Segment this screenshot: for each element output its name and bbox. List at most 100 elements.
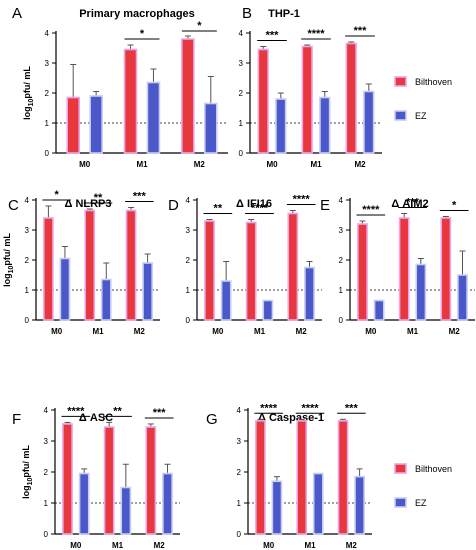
legend-swatch-bilthoven	[394, 76, 407, 87]
bar-ez	[204, 102, 218, 154]
y-tick-label: 2	[339, 256, 344, 265]
bar-ez	[220, 280, 232, 321]
significance-label: ***	[354, 25, 368, 37]
category-label: M1	[407, 327, 419, 336]
bar-bilthoven	[398, 217, 410, 321]
bar-bilthoven	[440, 217, 452, 321]
panel-g: G Δ Caspase-1 0 1 2 3 4 M0 **** M1 **** M2 ***	[206, 402, 372, 550]
significance-label: ****	[307, 28, 325, 40]
y-axis-label-main: log	[22, 106, 32, 120]
panel-label: C	[8, 197, 19, 214]
y-tick-label: 3	[237, 437, 242, 446]
bar-bilthoven	[255, 420, 266, 535]
panel-label: D	[168, 197, 179, 214]
bar-bilthoven	[84, 209, 96, 321]
category-label: M2	[296, 327, 308, 336]
bar-ez	[59, 257, 71, 321]
category-label: M1	[310, 160, 322, 169]
bar-ez	[457, 274, 468, 321]
panel-label: B	[242, 5, 252, 22]
bar-ez	[354, 475, 365, 535]
legend-label: Bilthoven	[415, 464, 452, 474]
bar-bilthoven	[66, 96, 80, 154]
y-tick-label: 0	[44, 530, 49, 539]
category-label: M0	[212, 327, 224, 336]
bar-bilthoven	[43, 217, 54, 321]
y-axis-label-main: log	[21, 485, 31, 499]
panel-title: Δ NLRP3	[64, 198, 111, 210]
y-tick-label: 0	[239, 149, 244, 158]
significance-label: **	[94, 192, 103, 204]
panel-title: THP-1	[268, 8, 300, 20]
bar-bilthoven	[357, 223, 368, 321]
bar-bilthoven	[123, 48, 138, 154]
significance-label: ****	[293, 194, 311, 206]
y-tick-label: 4	[237, 406, 242, 415]
bar-ez	[304, 266, 315, 321]
y-tick-label: 2	[25, 256, 30, 265]
panel-title: Δ Caspase-1	[258, 412, 324, 424]
bar-bilthoven	[345, 42, 357, 154]
category-label: M1	[92, 327, 104, 336]
y-tick-label: 2	[186, 256, 191, 265]
bar-ez	[415, 263, 427, 321]
y-tick-label: 4	[44, 406, 49, 415]
significance-label: *	[55, 189, 60, 201]
bar-ez	[271, 480, 283, 535]
significance-label: ***	[266, 30, 280, 42]
panel-f: F Δ ASC 0 1 2 3 4 M0 **** M1 ** M2 *** log10pfu/ mL	[12, 405, 180, 550]
y-tick-label: 2	[239, 89, 244, 98]
significance-label: ***	[406, 197, 420, 209]
bar-ez	[319, 96, 331, 154]
panel-title: Primary macrophages	[79, 8, 195, 20]
category-label: M1	[112, 541, 124, 550]
legend-label: EZ	[415, 498, 427, 508]
panel-label: E	[320, 197, 330, 214]
bar-bilthoven	[103, 426, 115, 535]
panel-b: B THP-1 0 1 2 3 4 M0 *** M1 **** M2 ***	[239, 5, 382, 169]
y-tick-label: 3	[339, 226, 344, 235]
significance-label: **	[113, 405, 122, 417]
bar-ez	[120, 486, 132, 535]
bar-bilthoven	[62, 423, 73, 535]
significance-label: ***	[133, 191, 147, 203]
y-tick-label: 0	[25, 316, 30, 325]
bar-ez	[373, 299, 385, 321]
bar-ez	[262, 299, 274, 321]
bar-bilthoven	[337, 420, 349, 535]
significance-label: *	[197, 20, 202, 32]
significance-label: ****	[362, 204, 380, 216]
y-tick-label: 1	[186, 286, 191, 295]
bar-ez	[89, 95, 103, 154]
bar-bilthoven	[301, 45, 313, 154]
y-tick-label: 1	[239, 119, 244, 128]
significance-label: ****	[67, 405, 85, 417]
y-axis-label-rest: pfu/ mL	[2, 233, 12, 266]
bar-ez	[100, 278, 112, 321]
panel-label: G	[206, 411, 218, 428]
category-label: M1	[254, 327, 266, 336]
category-label: M0	[79, 160, 91, 169]
y-axis-label-subscript: 10	[27, 478, 34, 486]
y-tick-label: 2	[45, 89, 50, 98]
y-tick-label: 1	[44, 499, 49, 508]
bar-bilthoven	[125, 209, 137, 321]
legend: Bilthoven EZ	[394, 76, 452, 121]
category-label: M2	[449, 327, 461, 336]
bar-ez	[146, 81, 161, 154]
y-tick-label: 0	[186, 316, 191, 325]
category-label: M2	[354, 160, 366, 169]
legend-swatch-bilthoven	[394, 463, 407, 474]
y-axis-label-rest: pfu/ mL	[22, 66, 32, 99]
y-tick-label: 1	[339, 286, 344, 295]
significance-label: *	[452, 200, 457, 212]
significance-label: ***	[345, 402, 359, 414]
category-label: M0	[51, 327, 63, 336]
bar-ez	[275, 98, 287, 154]
panel-label: F	[12, 411, 21, 428]
bar-bilthoven	[257, 48, 269, 154]
y-axis-label-main: log	[2, 273, 12, 287]
y-tick-label: 3	[186, 226, 191, 235]
panel-d: D Δ IFI16 0 1 2 3 4 M0 ** M1 **** M2 ****	[168, 194, 322, 336]
